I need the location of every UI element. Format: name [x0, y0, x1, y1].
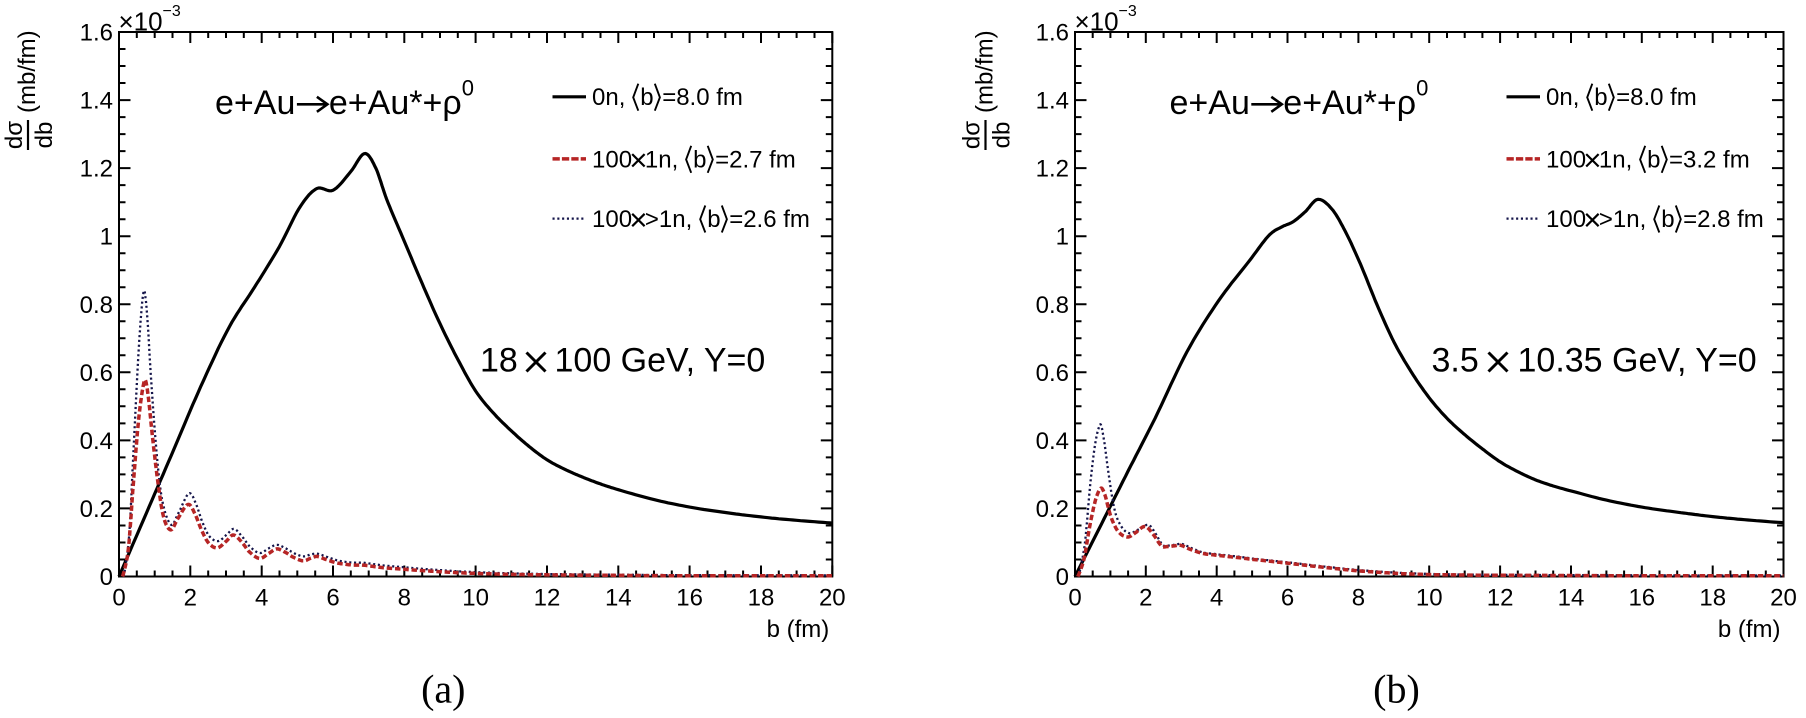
- svg-text:=2.6 fm: =2.6 fm: [729, 206, 810, 233]
- svg-text:12: 12: [534, 585, 561, 612]
- svg-text:e+Au*+ρ: e+Au*+ρ: [1283, 84, 1416, 122]
- svg-text:b: b: [707, 206, 720, 233]
- svg-text:10: 10: [462, 585, 489, 612]
- svg-text:0: 0: [1056, 564, 1069, 591]
- svg-text:−3: −3: [1119, 3, 1137, 20]
- svg-text:1.6: 1.6: [1036, 20, 1069, 47]
- svg-text:b (fm): b (fm): [1718, 616, 1781, 643]
- svg-text:(mb/fm): (mb/fm): [14, 30, 41, 113]
- svg-text:0.2: 0.2: [80, 496, 113, 523]
- svg-text:0: 0: [112, 585, 125, 612]
- svg-text:1: 1: [1056, 224, 1069, 251]
- svg-text:b (fm): b (fm): [767, 616, 830, 643]
- svg-text:8: 8: [1352, 585, 1365, 612]
- svg-text:0: 0: [1068, 585, 1081, 612]
- svg-text:0.2: 0.2: [1036, 496, 1069, 523]
- svg-text:10: 10: [1416, 585, 1443, 612]
- svg-text:db: db: [31, 122, 58, 149]
- svg-text:100: 100: [1546, 206, 1586, 233]
- svg-text:>1n,: >1n,: [645, 206, 692, 233]
- svg-text:=8.0 fm: =8.0 fm: [1616, 84, 1697, 111]
- svg-text:=2.8 fm: =2.8 fm: [1683, 206, 1764, 233]
- svg-text:×10: ×10: [119, 7, 163, 37]
- svg-text:18: 18: [480, 342, 518, 380]
- svg-text:100: 100: [592, 206, 632, 233]
- svg-text:dσ: dσ: [1, 121, 28, 149]
- svg-text:20: 20: [1770, 585, 1797, 612]
- svg-text:>1n,: >1n,: [1599, 206, 1646, 233]
- svg-text:db: db: [989, 122, 1016, 149]
- svg-text:14: 14: [1558, 585, 1585, 612]
- svg-text:0: 0: [1416, 76, 1428, 101]
- svg-text:(a): (a): [421, 667, 465, 712]
- svg-text:4: 4: [1210, 585, 1223, 612]
- svg-text:3.5: 3.5: [1432, 342, 1479, 380]
- svg-text:16: 16: [1628, 585, 1655, 612]
- svg-text:4: 4: [255, 585, 268, 612]
- svg-text:0.4: 0.4: [1036, 428, 1069, 455]
- svg-text:100: 100: [592, 146, 632, 173]
- svg-text:16: 16: [676, 585, 703, 612]
- svg-text:6: 6: [326, 585, 339, 612]
- svg-text:100: 100: [1546, 146, 1586, 173]
- svg-text:100 GeV, Y=0: 100 GeV, Y=0: [555, 342, 766, 380]
- svg-text:20: 20: [819, 585, 846, 612]
- svg-text:10.35 GeV, Y=0: 10.35 GeV, Y=0: [1518, 342, 1757, 380]
- svg-text:14: 14: [605, 585, 632, 612]
- svg-text:1n,: 1n,: [645, 146, 678, 173]
- svg-text:(b): (b): [1373, 667, 1420, 712]
- svg-text:e+Au: e+Au: [1170, 84, 1250, 122]
- svg-text:b: b: [693, 146, 706, 173]
- svg-text:=8.0 fm: =8.0 fm: [662, 84, 743, 111]
- svg-text:1.2: 1.2: [1036, 156, 1069, 183]
- svg-text:0.8: 0.8: [80, 292, 113, 319]
- svg-text:×10: ×10: [1075, 7, 1119, 37]
- svg-text:0: 0: [462, 76, 474, 101]
- svg-text:18: 18: [1699, 585, 1726, 612]
- svg-text:b: b: [1594, 84, 1607, 111]
- svg-text:1.4: 1.4: [80, 88, 113, 115]
- svg-text:0n,: 0n,: [592, 84, 625, 111]
- svg-text:0.6: 0.6: [80, 360, 113, 387]
- svg-text:e+Au*+ρ: e+Au*+ρ: [329, 84, 462, 122]
- svg-text:b: b: [1661, 206, 1674, 233]
- svg-text:2: 2: [184, 585, 197, 612]
- svg-text:0.6: 0.6: [1036, 360, 1069, 387]
- svg-text:1n,: 1n,: [1599, 146, 1632, 173]
- svg-text:6: 6: [1281, 585, 1294, 612]
- svg-text:0.8: 0.8: [1036, 292, 1069, 319]
- svg-text:b: b: [1647, 146, 1660, 173]
- svg-text:1: 1: [100, 224, 113, 251]
- svg-text:e+Au: e+Au: [215, 84, 295, 122]
- svg-text:b: b: [640, 84, 653, 111]
- svg-text:0.4: 0.4: [80, 428, 113, 455]
- svg-text:dσ: dσ: [959, 121, 986, 149]
- svg-text:1.4: 1.4: [1036, 88, 1069, 115]
- svg-text:0: 0: [100, 564, 113, 591]
- svg-text:2: 2: [1139, 585, 1152, 612]
- svg-text:−3: −3: [163, 3, 181, 20]
- svg-text:=2.7 fm: =2.7 fm: [715, 146, 796, 173]
- svg-text:8: 8: [398, 585, 411, 612]
- svg-text:18: 18: [748, 585, 775, 612]
- svg-text:(mb/fm): (mb/fm): [972, 30, 999, 113]
- svg-text:=3.2 fm: =3.2 fm: [1669, 146, 1750, 173]
- svg-text:1.6: 1.6: [80, 20, 113, 47]
- svg-text:1.2: 1.2: [80, 156, 113, 183]
- svg-text:12: 12: [1487, 585, 1514, 612]
- svg-text:0n,: 0n,: [1546, 84, 1579, 111]
